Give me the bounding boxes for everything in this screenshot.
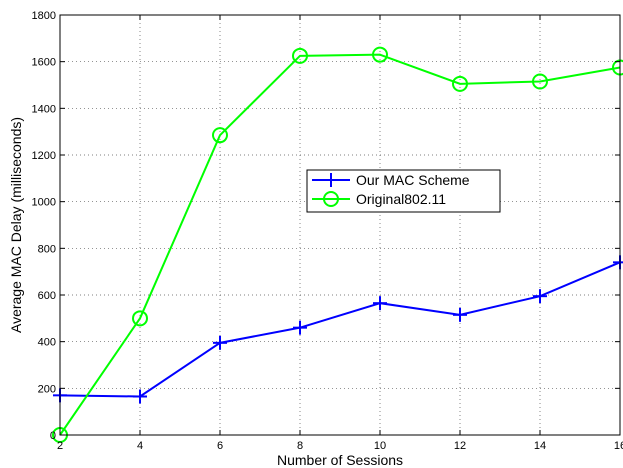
- data-point-original802-11: [372, 46, 388, 63]
- y-tick-label: 1800: [32, 10, 56, 22]
- data-point-original802-11: [532, 73, 548, 90]
- legend-marker-our-mac-scheme: [324, 173, 338, 187]
- series-lines: [59, 53, 621, 436]
- x-tick-label: 4: [137, 440, 143, 452]
- data-point-our-mac-scheme: [293, 320, 307, 335]
- x-axis-label: Number of Sessions: [277, 452, 403, 468]
- plot-background: [60, 15, 620, 435]
- data-point-original802-11: [452, 75, 468, 92]
- series-line-original802-11: [59, 53, 621, 436]
- series-line-our-mac-scheme: [59, 261, 621, 398]
- y-tick-label: 200: [38, 383, 56, 395]
- x-tick-label: 2: [57, 440, 63, 452]
- legend-label-our-mac-scheme: Our MAC Scheme: [356, 172, 470, 188]
- y-tick-label: 400: [38, 337, 56, 349]
- data-point-original802-11: [212, 127, 228, 144]
- y-tick-label: 1000: [32, 197, 56, 209]
- y-axis-label: Average MAC Delay (milliseconds): [8, 117, 24, 333]
- y-tick-label: 800: [38, 243, 56, 255]
- y-tick-label: 600: [38, 290, 56, 302]
- data-point-our-mac-scheme: [213, 335, 227, 350]
- y-tick-label: 0: [50, 430, 56, 442]
- y-tick-label: 1600: [32, 57, 56, 69]
- data-point-original802-11: [292, 47, 308, 64]
- data-point-our-mac-scheme: [453, 307, 467, 322]
- data-point-original802-11: [132, 310, 148, 327]
- x-tick-label: 10: [374, 440, 386, 452]
- x-tick-label: 12: [454, 440, 466, 452]
- x-tick-label: 6: [217, 440, 223, 452]
- legend: Our MAC Scheme Original802.11: [306, 169, 501, 213]
- data-point-our-mac-scheme: [373, 296, 387, 311]
- y-tick-label: 1200: [32, 150, 56, 162]
- data-point-our-mac-scheme: [133, 389, 147, 404]
- plot-frame: [59, 14, 621, 436]
- legend-marker-original80211: [323, 191, 339, 207]
- x-tick-label: 14: [534, 440, 546, 452]
- legend-box: [306, 169, 501, 213]
- data-point-our-mac-scheme: [533, 289, 547, 304]
- x-tick-label: 8: [297, 440, 303, 452]
- y-tick-label: 1400: [32, 103, 56, 115]
- legend-label-original80211: Original802.11: [356, 191, 446, 207]
- x-tick-label: 16: [614, 440, 623, 452]
- axis-ticks: 2 4 6 8 10 12 14 16 0 200 400 600 800 1000 1200 1400 160…: [32, 10, 623, 452]
